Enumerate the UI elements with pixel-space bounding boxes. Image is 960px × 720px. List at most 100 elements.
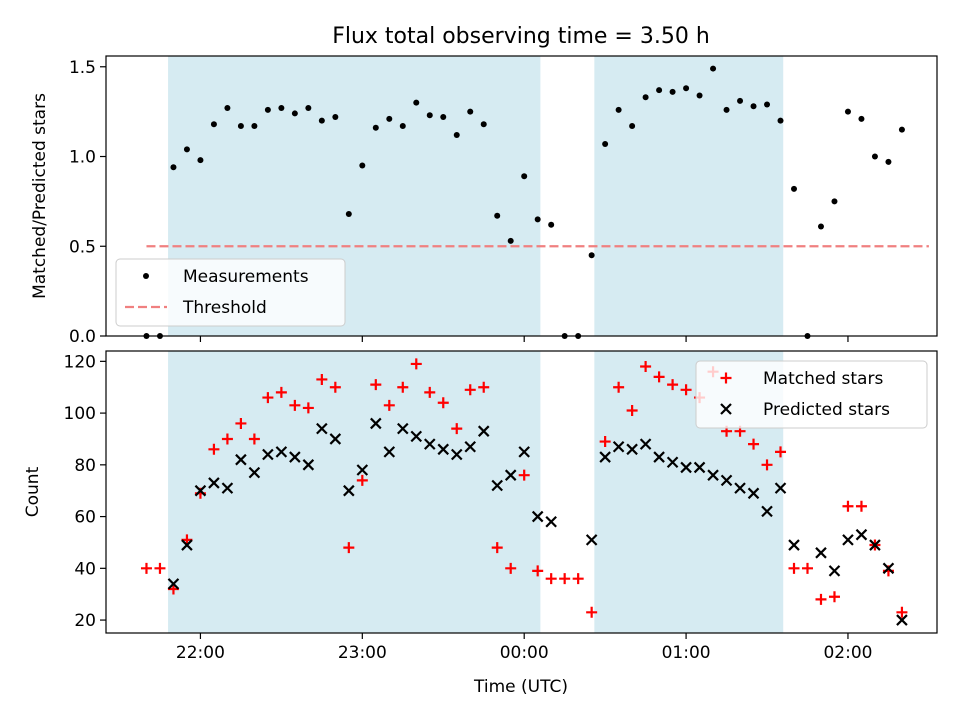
data-point-dot (656, 87, 663, 94)
data-point-dot (305, 105, 312, 112)
data-point-x (639, 438, 652, 450)
data-point-plus (801, 562, 813, 574)
data-point-plus (140, 562, 152, 574)
top-ylabel: Matched/Predicted stars (30, 93, 50, 299)
data-point-plus (667, 379, 679, 391)
data-point-dot (521, 173, 528, 180)
data-point-dot (844, 108, 851, 115)
data-point-x (356, 464, 369, 476)
data-point-plus (626, 405, 638, 417)
data-point-plus (478, 381, 490, 393)
data-point-x (235, 453, 247, 466)
data-point-dot (885, 158, 892, 165)
data-point-x (289, 451, 301, 463)
data-point-dot (440, 114, 447, 121)
data-point-plus (518, 469, 530, 481)
y-tick-label: 60 (74, 508, 96, 528)
data-point-plus (505, 562, 517, 574)
data-point-dot (467, 108, 474, 115)
data-point-x (450, 448, 463, 461)
data-point-x (410, 430, 423, 443)
data-point-plus (262, 392, 274, 404)
data-point-plus (275, 386, 287, 398)
legend-label: Threshold (182, 298, 267, 318)
data-point-x (815, 547, 827, 559)
data-point-plus (842, 500, 854, 512)
data-point-x (653, 451, 665, 463)
data-point-dot (858, 115, 865, 122)
data-point-x (167, 578, 180, 590)
bottom-legend: Matched stars Predicted stars (695, 360, 928, 429)
data-point-dot (453, 131, 460, 138)
y-tick-label: 0.0 (69, 327, 96, 347)
data-point-x (828, 565, 841, 577)
data-point-x (221, 482, 234, 494)
data-point-x (397, 422, 409, 435)
data-point-plus (559, 573, 571, 585)
x-tick-label: 22:00 (176, 643, 225, 663)
data-point-dot (750, 103, 757, 110)
data-point-dot (494, 212, 501, 219)
data-point-plus (586, 606, 598, 618)
data-point-plus (235, 417, 247, 429)
y-tick-label: 1.5 (69, 58, 96, 78)
data-point-dot (480, 121, 487, 128)
data-point-dot (831, 198, 838, 205)
data-point-dot (197, 157, 204, 164)
data-point-plus (491, 542, 503, 554)
bottom-ylabel: Count (23, 466, 43, 517)
data-point-plus (221, 433, 233, 445)
data-point-dot (332, 114, 339, 121)
bottom-panel-ticks: 20 40 60 80 100 120 22:00 23:00 00:00 01:00 02:00 (64, 352, 873, 663)
data-point-x (612, 440, 625, 453)
data-point-plus (208, 443, 220, 455)
legend-label: Measurements (183, 267, 309, 287)
data-point-plus (289, 399, 301, 411)
data-point-plus (788, 562, 800, 574)
data-point-x (747, 487, 760, 500)
y-tick-label: 80 (74, 456, 96, 476)
x-tick-label: 23:00 (338, 643, 387, 663)
data-point-x (329, 433, 342, 445)
data-point-dot (237, 123, 244, 129)
data-point-plus (316, 373, 328, 385)
data-point-x (788, 539, 800, 551)
data-point-x (423, 438, 436, 450)
data-point-plus (855, 500, 867, 512)
data-point-dot (629, 123, 636, 129)
data-point-x (693, 461, 706, 474)
x-tick-label: 01:00 (662, 643, 711, 663)
data-point-x (208, 477, 220, 489)
data-point-x (316, 422, 328, 435)
top-panel-frame (105, 55, 938, 337)
data-point-plus (464, 384, 476, 396)
data-point-plus (370, 379, 382, 391)
data-point-plus (599, 436, 611, 448)
data-point-plus (532, 565, 544, 577)
top-panel-ticks: 0.0 0.5 1.0 1.5 (69, 58, 849, 347)
data-point-dot (224, 105, 231, 112)
data-point-x (666, 456, 679, 469)
data-point-x (194, 484, 207, 497)
y-tick-label: 120 (64, 352, 96, 372)
data-point-x (545, 515, 557, 528)
data-point-x (343, 484, 355, 497)
y-tick-label: 40 (74, 559, 96, 579)
data-point-plus (397, 381, 409, 393)
x-tick-label: 00:00 (500, 643, 549, 663)
data-point-x (869, 539, 881, 551)
data-point-plus (356, 474, 368, 486)
data-point-x (477, 425, 490, 437)
data-point-dot (696, 92, 703, 99)
data-point-plus (640, 361, 652, 373)
data-point-x (302, 459, 315, 471)
data-point-plus (410, 358, 422, 370)
data-point-plus (248, 433, 260, 445)
data-point-dot (615, 106, 622, 113)
y-tick-label: 1.0 (69, 148, 96, 168)
data-point-x (181, 539, 193, 551)
x-axis-label: Time (UTC) (473, 677, 568, 697)
data-point-x (531, 510, 544, 523)
data-point-dot (291, 110, 298, 117)
data-point-dot (710, 65, 717, 72)
